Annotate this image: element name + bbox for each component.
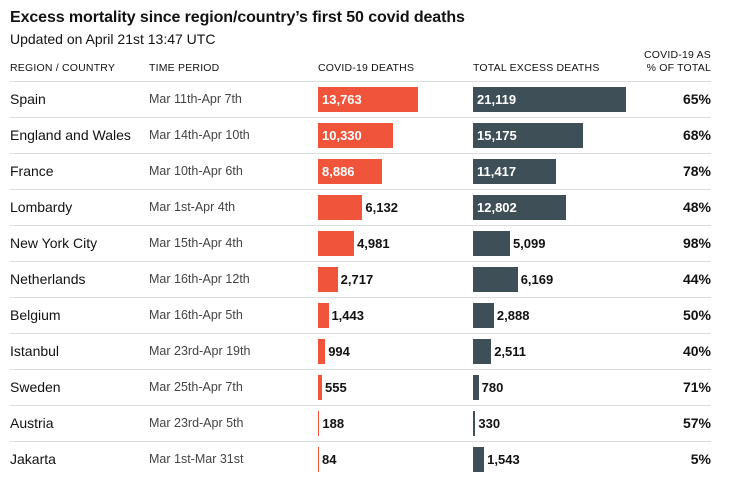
covid-deaths-label: 188 [322,416,345,431]
covid-deaths-bar [318,375,322,400]
row-share: 71% [682,379,711,395]
excess-deaths-label: 21,119 [477,92,517,107]
covid-deaths-label: 84 [322,452,337,467]
covid-deaths-label: 555 [325,380,347,395]
row-region: Sweden [10,379,61,395]
row-region: New York City [10,235,98,251]
excess-deaths-label: 11,417 [477,164,517,179]
excess-deaths-label: 15,175 [477,128,517,143]
table-row: Sweden Mar 25th-Apr 7th 555 780 71% [10,369,711,405]
header-excess-deaths: TOTAL EXCESS DEATHS [473,62,600,74]
row-region: France [10,163,54,179]
chart-title: Excess mortality since region/country’s … [10,9,465,26]
row-region: Belgium [10,307,61,323]
covid-deaths-bar [318,231,355,256]
row-share: 5% [690,451,711,467]
row-region: Spain [10,91,46,107]
covid-deaths-label: 6,132 [365,200,398,215]
excess-deaths-bar [473,303,494,328]
table-row: Austria Mar 23rd-Apr 5th 188 330 57% [10,405,711,441]
excess-deaths-bar [473,195,566,220]
row-period: Mar 11th-Apr 7th [149,92,242,106]
excess-deaths-bar [473,87,626,112]
row-period: Mar 1st-Mar 31st [149,452,244,466]
excess-deaths-bar [473,231,510,256]
excess-deaths-bar [473,339,492,364]
excess-deaths-bar [473,375,479,400]
covid-deaths-bar [318,339,326,364]
table-row: Jakarta Mar 1st-Mar 31st 84 1,543 5% [10,441,711,477]
covid-deaths-label: 10,330 [322,128,362,143]
header-share-line2: % OF TOTAL [646,62,711,74]
excess-deaths-bar [473,447,485,472]
excess-deaths-label: 2,888 [496,308,530,323]
row-share: 48% [682,199,711,215]
table-row: England and Wales Mar 14th-Apr 10th 10,330… [10,117,711,153]
header-region: REGION / COUNTRY [10,62,116,74]
row-share: 40% [682,343,711,359]
table-body: Spain Mar 11th-Apr 7th 13,763 21,119 65% Engl… [10,81,711,477]
covid-deaths-label: 1,443 [331,308,364,323]
excess-deaths-label: 1,543 [487,452,520,467]
excess-deaths-bar [473,159,556,184]
excess-deaths-label: 6,169 [520,272,554,287]
table-row: Lombardy Mar 1st-Apr 4th 6,132 12,802 48% [10,189,711,225]
excess-deaths-bar [473,123,583,148]
chart-subtitle: Updated on April 21st 13:47 UTC [10,31,216,47]
row-region: Netherlands [10,271,86,287]
row-period: Mar 14th-Apr 10th [149,128,250,142]
excess-deaths-label: 330 [478,416,501,431]
row-share: 44% [682,271,711,287]
covid-deaths-label: 13,763 [322,92,362,107]
row-share: 65% [682,91,711,107]
table-row: New York City Mar 15th-Apr 4th 4,981 5,099 9… [10,225,711,261]
covid-deaths-bar [318,87,418,112]
covid-deaths-bar [318,267,338,292]
covid-deaths-bar [318,303,329,328]
row-period: Mar 10th-Apr 6th [149,164,243,178]
covid-deaths-label: 8,886 [322,164,355,179]
covid-deaths-bar [318,123,393,148]
row-period: Mar 25th-Apr 7th [149,380,243,394]
header-share-line1: COVID-19 AS [644,49,711,61]
row-share: 57% [682,415,711,431]
table-row: Spain Mar 11th-Apr 7th 13,763 21,119 65% [10,81,711,117]
excess-deaths-bar [473,267,518,292]
covid-deaths-bar [318,195,363,220]
excess-deaths-label: 2,511 [494,344,527,359]
table-row: Istanbul Mar 23rd-Apr 19th 994 2,511 40% [10,333,711,369]
row-share: 98% [682,235,711,251]
covid-deaths-label: 4,981 [357,236,390,251]
table-row: Netherlands Mar 16th-Apr 12th 2,717 6,169 44… [10,261,711,297]
excess-deaths-label: 780 [481,380,504,395]
row-period: Mar 23rd-Apr 19th [149,344,251,358]
row-share: 50% [682,307,711,323]
header-share: COVID-19 AS % OF TOTAL [644,49,711,75]
header-period: TIME PERIOD [149,62,220,74]
row-region: Istanbul [10,343,60,359]
header-covid-deaths: COVID-19 DEATHS [318,62,415,74]
excess-deaths-label: 5,099 [512,236,546,251]
row-period: Mar 23rd-Apr 5th [149,416,244,430]
row-period: Mar 15th-Apr 4th [149,236,243,250]
covid-deaths-bar [318,159,383,184]
table-row: France Mar 10th-Apr 6th 8,886 11,417 78% [10,153,711,189]
covid-deaths-label: 994 [328,344,350,359]
row-period: Mar 1st-Apr 4th [149,200,236,214]
row-share: 78% [682,163,711,179]
row-region: Jakarta [10,451,56,467]
row-region: Lombardy [10,199,73,215]
row-region: Austria [10,415,54,431]
row-period: Mar 16th-Apr 5th [149,308,243,322]
excess-deaths-label: 12,802 [477,200,517,215]
covid-deaths-label: 2,717 [340,272,374,287]
table-row: Belgium Mar 16th-Apr 5th 1,443 2,888 50% [10,297,711,333]
covid-deaths-bar [318,411,320,436]
row-share: 68% [682,127,711,143]
row-region: England and Wales [10,127,131,143]
row-period: Mar 16th-Apr 12th [149,272,250,286]
excess-deaths-bar [473,411,476,436]
covid-deaths-bar [318,447,319,472]
